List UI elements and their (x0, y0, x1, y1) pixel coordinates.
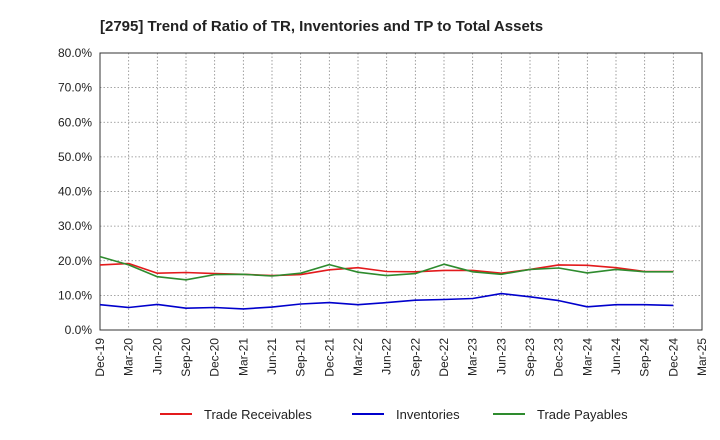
series-line (99, 255, 674, 281)
x-tick-label: Mar-25 (695, 338, 709, 376)
x-tick-label: Dec-21 (322, 338, 336, 377)
y-tick-label: 70.0% (58, 81, 92, 95)
x-tick-label: Mar-21 (236, 338, 250, 376)
x-tick-label: Mar-20 (122, 338, 136, 376)
x-tick-label: Mar-24 (580, 338, 594, 376)
x-tick-label: Dec-22 (437, 338, 451, 377)
y-tick-label: 60.0% (58, 115, 92, 129)
x-tick-label: Jun-24 (609, 338, 623, 375)
x-tick-label: Jun-23 (494, 338, 508, 375)
grid (99, 52, 703, 331)
chart-title: [2795] Trend of Ratio of TR, Inventories… (100, 18, 543, 35)
x-tick-label: Mar-22 (351, 338, 365, 376)
x-tick-label: Jun-22 (380, 338, 394, 375)
y-tick-label: 10.0% (58, 288, 92, 302)
legend-label: Trade Payables (537, 407, 628, 422)
series-line (99, 262, 674, 277)
y-axis: 0.0% 10.0% 20.0% 30.0% 40.0% 50.0% 60.0% 70.0% 8… (58, 46, 92, 337)
y-tick-label: 30.0% (58, 219, 92, 233)
x-tick-label: Sep-22 (408, 338, 422, 377)
legend: Trade Receivables Inventories Trade Payabl… (160, 407, 628, 422)
x-tick-label: Mar-23 (466, 338, 480, 376)
x-tick-label: Dec-23 (552, 338, 566, 377)
series-line (99, 292, 674, 310)
x-tick-label: Sep-23 (523, 338, 537, 377)
y-tick-label: 80.0% (58, 46, 92, 60)
x-tick-label: Jun-21 (265, 338, 279, 375)
legend-label: Trade Receivables (204, 407, 312, 422)
x-tick-label: Sep-20 (179, 338, 193, 377)
y-tick-label: 40.0% (58, 185, 92, 199)
plot-frame (99, 52, 703, 331)
x-tick-label: Sep-24 (638, 338, 652, 377)
x-tick-label: Dec-20 (208, 338, 222, 377)
x-tick-label: Dec-19 (93, 338, 107, 377)
x-tick-label: Jun-20 (150, 338, 164, 375)
y-tick-label: 20.0% (58, 254, 92, 268)
y-tick-label: 0.0% (65, 323, 93, 337)
x-tick-label: Dec-24 (666, 338, 680, 377)
legend-label: Inventories (396, 407, 460, 422)
y-tick-label: 50.0% (58, 150, 92, 164)
x-tick-label: Sep-21 (294, 338, 308, 377)
series-group (99, 255, 674, 310)
x-axis: Dec-19 Mar-20 Jun-20 Sep-20 Dec-20 Mar-21 Jun-… (93, 338, 709, 377)
